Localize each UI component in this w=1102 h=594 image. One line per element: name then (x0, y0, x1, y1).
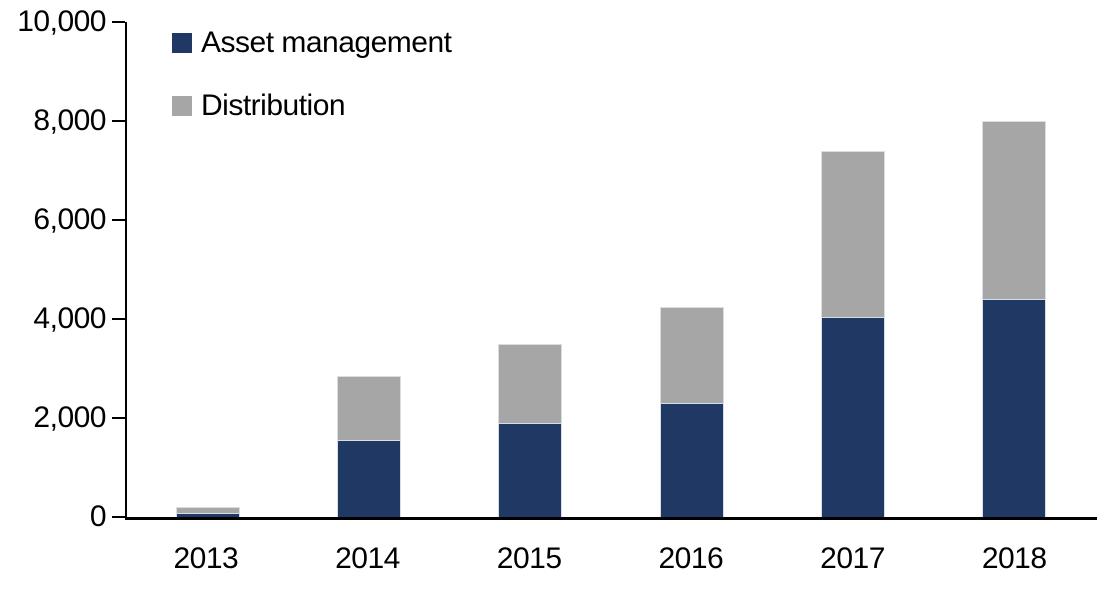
y-tick-label-2000: 2,000 (33, 401, 106, 434)
x-tick-label-2016: 2016 (658, 542, 724, 575)
bar-segment-asset-management-2016 (659, 403, 724, 517)
x-tick-label-2013: 2013 (173, 542, 239, 575)
legend: Asset management Distribution (172, 24, 452, 124)
bar-segment-asset-management-2018 (982, 299, 1047, 517)
x-axis-line (125, 517, 1097, 520)
y-tick-mark-8000 (112, 120, 125, 122)
y-tick-label-8000: 8,000 (33, 104, 106, 137)
y-tick-mark-0 (112, 516, 125, 518)
bar-segment-asset-management-2017 (820, 316, 885, 517)
bar-segment-distribution-2017 (820, 150, 885, 317)
bar-segment-asset-management-2015 (498, 422, 563, 517)
bar-slot-2017 (772, 22, 933, 517)
x-axis: 2013 2014 2015 2016 2017 2018 (125, 542, 1095, 576)
x-tick-label-2018: 2018 (981, 542, 1047, 575)
bar-2013 (175, 507, 240, 517)
bar-segment-asset-management-2014 (336, 440, 401, 517)
bar-slot-2013 (127, 22, 288, 517)
bar-2015 (498, 343, 563, 517)
bar-slot-2018 (934, 22, 1095, 517)
y-tick-label-4000: 4,000 (33, 302, 106, 335)
bar-segment-distribution-2016 (659, 306, 724, 404)
legend-swatch-distribution (172, 95, 192, 116)
bar-2016 (659, 306, 724, 517)
bar-segment-distribution-2015 (498, 343, 563, 423)
bar-slot-2014 (288, 22, 449, 517)
bar-2014 (336, 375, 401, 517)
legend-item-asset-management: Asset management (172, 24, 452, 61)
x-tick-label-2015: 2015 (496, 542, 562, 575)
y-tick-mark-10000 (112, 21, 125, 23)
bar-slot-2016 (611, 22, 772, 517)
plot-area (127, 22, 1095, 517)
y-tick-label-10000: 10,000 (17, 5, 106, 38)
y-tick-label-0: 0 (89, 500, 107, 533)
x-tick-label-2014: 2014 (335, 542, 400, 575)
legend-item-distribution: Distribution (172, 87, 451, 124)
y-tick-label-6000: 6,000 (33, 203, 106, 236)
y-tick-mark-4000 (112, 318, 125, 320)
legend-swatch-asset-management (172, 32, 192, 53)
y-tick-mark-6000 (112, 219, 125, 221)
y-tick-mark-2000 (112, 417, 125, 419)
bar-segment-distribution-2014 (336, 375, 401, 441)
bar-segment-distribution-2018 (982, 121, 1047, 300)
bar-2018 (982, 121, 1047, 517)
bar-segment-distribution-2013 (175, 507, 240, 514)
legend-label-distribution: Distribution (201, 88, 346, 122)
y-axis-line (125, 22, 127, 520)
legend-label-asset-management: Asset management (201, 25, 452, 59)
bar-slot-2015 (450, 22, 611, 517)
bar-segment-asset-management-2013 (175, 513, 240, 517)
bar-2017 (820, 150, 885, 517)
x-tick-label-2017: 2017 (820, 542, 885, 575)
